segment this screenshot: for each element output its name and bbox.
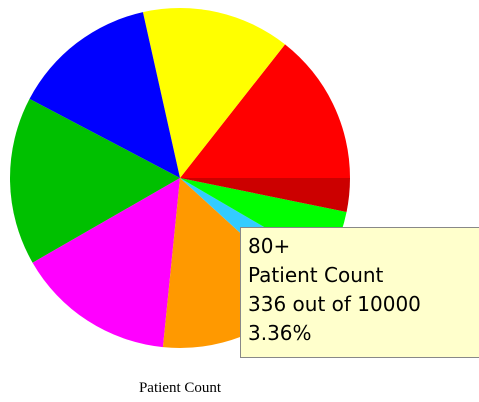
tooltip: 80+ Patient Count 336 out of 10000 3.36% xyxy=(240,227,479,358)
tooltip-count: 336 out of 10000 xyxy=(248,292,421,316)
pie-slice xyxy=(180,44,350,179)
chart-title: Patient Count xyxy=(139,380,222,396)
pie-slice xyxy=(180,178,350,212)
tooltip-series: Patient Count xyxy=(248,263,384,287)
pie-slice xyxy=(10,98,181,263)
tooltip-percent: 3.36% xyxy=(248,321,312,345)
pie-slice xyxy=(142,7,286,178)
tooltip-category: 80+ xyxy=(248,234,290,258)
tooltip-box xyxy=(240,227,479,358)
pie xyxy=(10,7,350,348)
pie-slice xyxy=(29,12,180,179)
pie-slice xyxy=(32,178,181,348)
